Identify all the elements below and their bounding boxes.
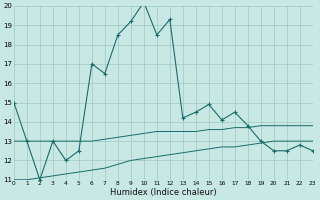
X-axis label: Humidex (Indice chaleur): Humidex (Indice chaleur)	[110, 188, 217, 197]
